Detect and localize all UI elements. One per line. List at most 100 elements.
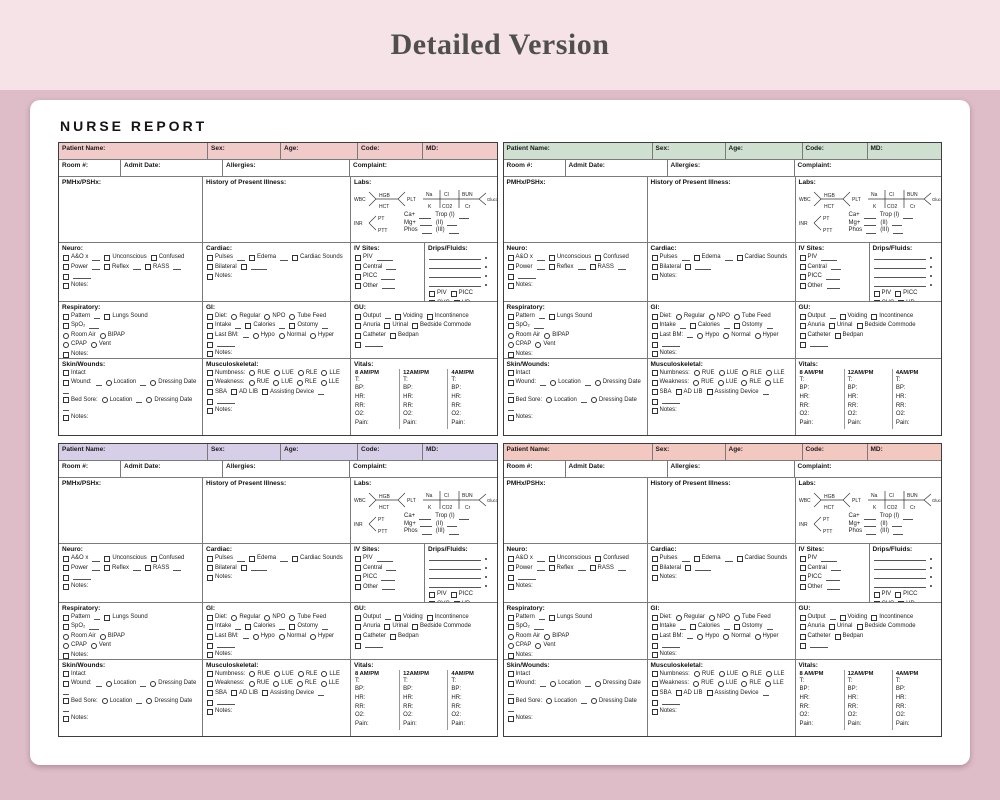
blank-line[interactable]	[322, 624, 329, 630]
blank-line[interactable]	[63, 405, 69, 412]
blank-line[interactable]	[279, 624, 286, 630]
checkbox-icon[interactable]	[799, 584, 806, 591]
iv-sites-section[interactable]: IV Sites: PIV Central PICC Other	[794, 544, 869, 602]
radio-icon[interactable]	[264, 313, 271, 320]
gi-section[interactable]: GI: Diet: Regular NPO Tube Feed Intake Calori…	[646, 301, 795, 358]
blank-line[interactable]	[766, 323, 773, 329]
checkbox-icon[interactable]	[63, 282, 69, 289]
checkbox-icon[interactable]	[651, 323, 658, 330]
checkbox-icon[interactable]	[895, 591, 902, 598]
radio-icon[interactable]	[717, 680, 724, 687]
blank-line[interactable]	[250, 565, 267, 572]
checkbox-icon[interactable]	[355, 273, 361, 280]
checkbox-icon[interactable]	[63, 555, 69, 562]
checkbox-icon[interactable]	[873, 290, 880, 297]
vitals-column[interactable]: 4AM/PM T: BP: HR: RR: O2: Pain:	[447, 669, 495, 730]
code-field[interactable]: Code:	[357, 444, 422, 460]
checkbox-icon[interactable]	[245, 323, 252, 330]
radio-icon[interactable]	[99, 332, 106, 339]
checkbox-icon[interactable]	[507, 351, 514, 358]
checkbox-icon[interactable]	[150, 254, 157, 261]
blank-line[interactable]	[891, 521, 902, 527]
blank-line[interactable]	[448, 228, 459, 234]
checkbox-icon[interactable]	[507, 680, 514, 687]
checkbox-icon[interactable]	[871, 614, 878, 621]
checkbox-icon[interactable]	[450, 591, 457, 598]
checkbox-icon[interactable]	[207, 671, 213, 678]
checkbox-icon[interactable]	[507, 652, 514, 659]
musculoskeletal-section[interactable]: Musculoskeletal: Numbness: RUE LUE RLE LLE We…	[646, 358, 795, 435]
blank-line[interactable]	[381, 274, 396, 280]
blank-line[interactable]	[173, 565, 182, 572]
checkbox-icon[interactable]	[207, 690, 213, 697]
blank-line[interactable]	[762, 690, 769, 697]
blank-line[interactable]	[385, 614, 392, 621]
checkbox-icon[interactable]	[355, 254, 361, 261]
checkbox-icon[interactable]	[595, 254, 602, 261]
radio-icon[interactable]	[146, 397, 153, 404]
checkbox-icon[interactable]	[675, 389, 682, 396]
blank-line[interactable]	[63, 388, 69, 394]
checkbox-icon[interactable]	[799, 323, 806, 330]
radio-icon[interactable]	[278, 332, 285, 339]
hpi-section[interactable]: History of Present Illness:	[646, 177, 795, 243]
sex-field[interactable]: Sex:	[651, 444, 725, 460]
age-field[interactable]: Age:	[724, 143, 802, 159]
blank-line[interactable]	[891, 220, 902, 226]
blank-line[interactable]	[421, 228, 432, 234]
radio-icon[interactable]	[274, 370, 281, 377]
blank-line[interactable]	[448, 529, 459, 535]
blank-line[interactable]	[237, 556, 246, 562]
radio-icon[interactable]	[321, 671, 328, 678]
respiratory-section[interactable]: Respiratory: Pattern Lungs Sound SpO₂ Room …	[59, 302, 202, 358]
blank-line[interactable]	[825, 274, 840, 280]
radio-icon[interactable]	[101, 397, 108, 404]
blank-line[interactable]	[538, 614, 545, 621]
radio-icon[interactable]	[90, 342, 97, 349]
blank-line[interactable]	[687, 633, 694, 640]
blank-line[interactable]	[447, 220, 458, 226]
checkbox-icon[interactable]	[355, 574, 361, 581]
blank-line[interactable]	[661, 642, 680, 649]
checkbox-icon[interactable]	[651, 624, 658, 631]
checkbox-icon[interactable]	[799, 264, 806, 271]
checkbox-icon[interactable]	[834, 332, 841, 339]
radio-icon[interactable]	[63, 643, 69, 650]
checkbox-icon[interactable]	[651, 254, 658, 261]
checkbox-icon[interactable]	[104, 555, 111, 562]
blank-line[interactable]	[429, 582, 481, 589]
radio-icon[interactable]	[252, 332, 259, 339]
checkbox-icon[interactable]	[426, 313, 433, 320]
radio-icon[interactable]	[535, 342, 542, 349]
checkbox-icon[interactable]	[429, 290, 435, 297]
checkbox-icon[interactable]	[207, 398, 213, 405]
checkbox-icon[interactable]	[799, 332, 806, 339]
complaint-field[interactable]: Complaint:	[793, 160, 942, 176]
checkbox-icon[interactable]	[589, 264, 596, 271]
checkbox-icon[interactable]	[207, 555, 213, 562]
checkbox-icon[interactable]	[685, 565, 692, 572]
checkbox-icon[interactable]	[839, 614, 846, 621]
checkbox-icon[interactable]	[651, 351, 658, 358]
blank-line[interactable]	[517, 574, 536, 581]
radio-icon[interactable]	[273, 379, 280, 386]
blank-line[interactable]	[63, 706, 69, 713]
blank-line[interactable]	[89, 323, 100, 329]
checkbox-icon[interactable]	[207, 351, 213, 358]
blank-line[interactable]	[429, 263, 481, 270]
blank-line[interactable]	[242, 332, 249, 339]
sex-field[interactable]: Sex:	[207, 143, 280, 159]
blank-line[interactable]	[89, 624, 100, 630]
complaint-field[interactable]: Complaint:	[793, 461, 942, 477]
radio-icon[interactable]	[590, 397, 597, 404]
sex-field[interactable]: Sex:	[651, 143, 725, 159]
blank-line[interactable]	[419, 213, 432, 219]
blank-line[interactable]	[540, 380, 547, 386]
blank-line[interactable]	[536, 556, 545, 562]
blank-line[interactable]	[724, 556, 733, 562]
checkbox-icon[interactable]	[355, 555, 361, 562]
blank-line[interactable]	[873, 263, 926, 270]
checkbox-icon[interactable]	[871, 313, 878, 320]
blank-line[interactable]	[92, 264, 101, 271]
checkbox-icon[interactable]	[207, 264, 213, 271]
